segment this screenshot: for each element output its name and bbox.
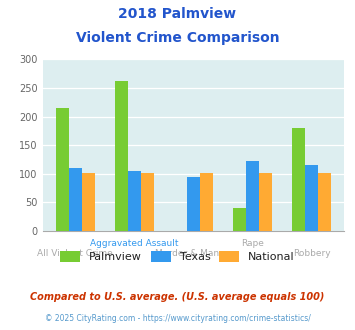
- Bar: [141, 173, 154, 231]
- Text: Rape: Rape: [241, 239, 264, 248]
- Text: All Violent Crime: All Violent Crime: [37, 249, 113, 258]
- Bar: [318, 173, 331, 231]
- Bar: [200, 173, 213, 231]
- Bar: [305, 165, 318, 231]
- Bar: [128, 171, 141, 231]
- Text: Aggravated Assault: Aggravated Assault: [90, 239, 179, 248]
- Text: 2018 Palmview: 2018 Palmview: [119, 7, 236, 20]
- Bar: [82, 173, 95, 231]
- Bar: [115, 81, 128, 231]
- Bar: [292, 128, 305, 231]
- Text: Murder & Mans...: Murder & Mans...: [155, 249, 232, 258]
- Bar: [233, 208, 246, 231]
- Bar: [69, 168, 82, 231]
- Text: Robbery: Robbery: [293, 249, 331, 258]
- Text: Violent Crime Comparison: Violent Crime Comparison: [76, 31, 279, 45]
- Bar: [246, 161, 259, 231]
- Legend: Palmview, Texas, National: Palmview, Texas, National: [56, 247, 299, 267]
- Text: © 2025 CityRating.com - https://www.cityrating.com/crime-statistics/: © 2025 CityRating.com - https://www.city…: [45, 314, 310, 323]
- Text: Compared to U.S. average. (U.S. average equals 100): Compared to U.S. average. (U.S. average …: [30, 292, 325, 302]
- Bar: [187, 177, 200, 231]
- Bar: [56, 108, 69, 231]
- Bar: [259, 173, 272, 231]
